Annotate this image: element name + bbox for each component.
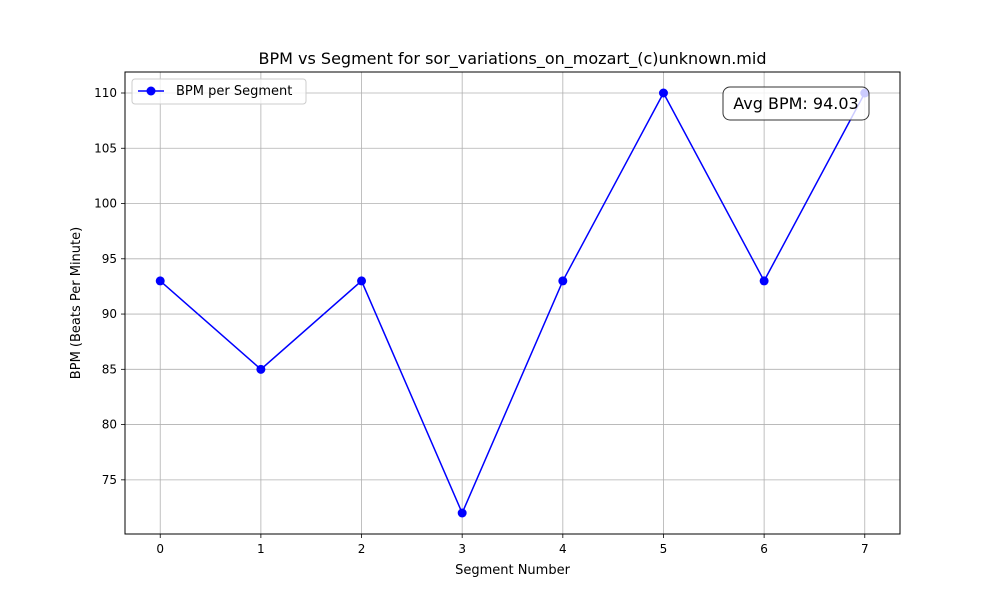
- y-tick-label: 80: [102, 418, 117, 432]
- data-point: [658, 88, 668, 98]
- x-tick-label: 0: [156, 542, 164, 556]
- y-tick-label: 100: [94, 197, 117, 211]
- y-tick-label: 75: [102, 473, 117, 487]
- chart-title: BPM vs Segment for sor_variations_on_moz…: [259, 49, 767, 69]
- data-point: [155, 276, 165, 286]
- y-tick-label: 85: [102, 362, 117, 376]
- legend-box: [131, 78, 307, 105]
- series-line: [159, 91, 866, 515]
- data-point: [457, 508, 467, 518]
- x-tick-label: 4: [559, 542, 567, 556]
- x-tick-label: 3: [458, 542, 466, 556]
- plot-area-frame: [124, 71, 901, 535]
- average-annotation: Avg BPM: 94.03: [722, 86, 870, 121]
- y-tick-label: 110: [94, 86, 117, 100]
- data-point: [759, 276, 769, 286]
- y-axis-ticks: 75 80 85 90 95 100 105 110: [94, 86, 125, 487]
- average-annotation-box: [722, 86, 870, 121]
- x-axis-label: Segment Number: [455, 563, 571, 578]
- x-tick-label: 2: [358, 542, 366, 556]
- y-tick-label: 105: [94, 141, 117, 155]
- average-bpm-text: Avg BPM: 94.03: [733, 94, 858, 113]
- y-tick-label: 90: [102, 307, 117, 321]
- data-point: [256, 364, 266, 374]
- y-axis-label: BPM (Beats Per Minute): [69, 227, 84, 379]
- legend-label: BPM per Segment: [176, 84, 292, 99]
- legend-marker-swatch: [146, 86, 156, 96]
- x-tick-label: 1: [257, 542, 265, 556]
- data-point: [558, 276, 568, 286]
- x-tick-label: 7: [861, 542, 869, 556]
- legend: BPM per Segment: [131, 78, 307, 105]
- x-axis-ticks: 0 1 2 3 4 5 6 7: [156, 534, 869, 556]
- grid-lines: [125, 72, 900, 534]
- y-tick-label: 95: [102, 252, 117, 266]
- x-tick-label: 6: [760, 542, 768, 556]
- x-tick-label: 5: [660, 542, 668, 556]
- data-point: [357, 276, 367, 286]
- series-layer: [155, 88, 870, 518]
